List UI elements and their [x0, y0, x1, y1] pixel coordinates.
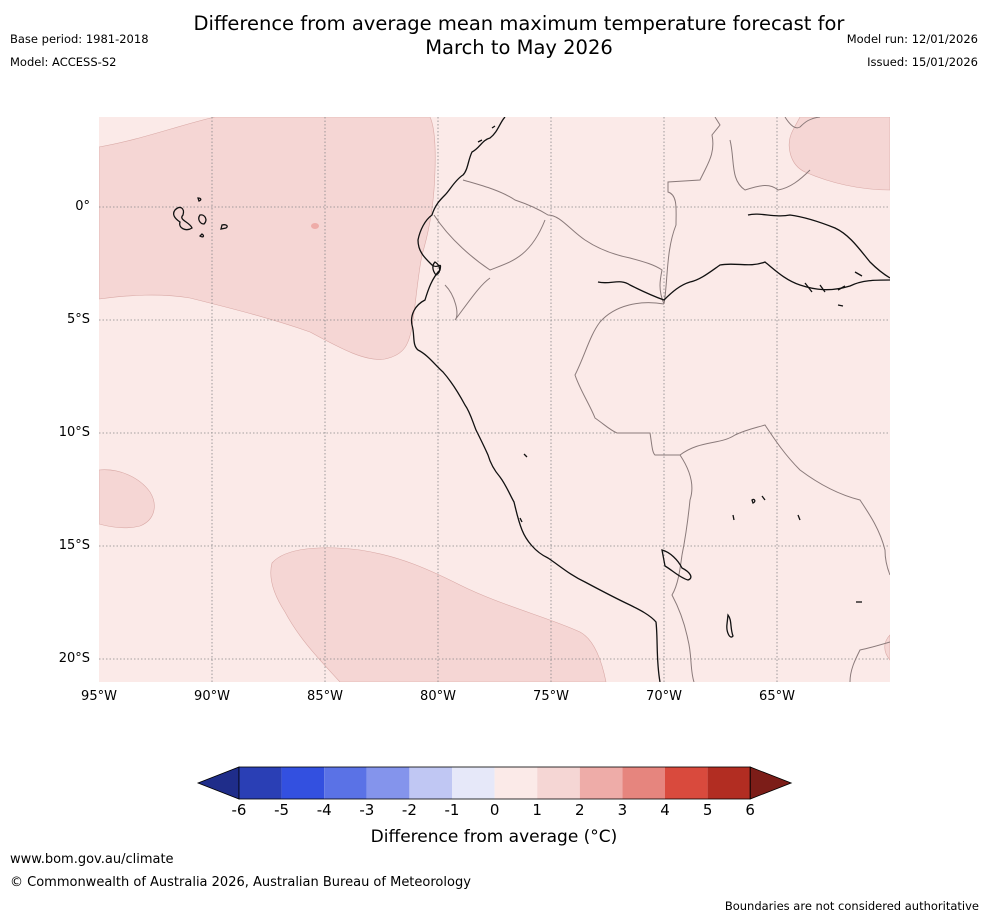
lon-label-95w: 95°W	[81, 689, 117, 704]
colorbar-bin	[665, 767, 708, 799]
anomaly-region-northeast	[789, 117, 890, 191]
lon-label-90w: 90°W	[194, 689, 230, 704]
colorbar-bin	[707, 767, 751, 799]
coastlines	[173, 117, 890, 682]
colorbar-tick: -5	[274, 801, 290, 819]
title-line-2: March to May 2026	[425, 36, 613, 59]
anomaly-region-west	[99, 469, 155, 529]
colorbar-tick: -3	[359, 801, 375, 819]
colorbar-bin	[452, 767, 495, 799]
title-line-1: Difference from average mean maximum tem…	[193, 12, 845, 35]
anomaly-region-southeast-edge	[884, 634, 890, 661]
colorbar-tick: 0	[489, 801, 500, 819]
colorbar-tick: -1	[444, 801, 460, 819]
colorbar-tick: 4	[660, 801, 670, 819]
colorbar-bin	[366, 767, 410, 799]
chart-title: Difference from average mean maximum tem…	[0, 12, 988, 60]
colorbar	[196, 766, 793, 800]
lat-label-0: 0°	[75, 199, 90, 214]
footer-note: Boundaries are not considered authoritat…	[724, 899, 979, 913]
gridlines	[99, 117, 890, 682]
lon-label-85w: 85°W	[307, 689, 343, 704]
lon-label-70w: 70°W	[646, 689, 682, 704]
lat-label-20s: 20°S	[58, 651, 90, 666]
footer-copyright: © Commonwealth of Australia 2026, Austra…	[10, 875, 471, 890]
colorbar-bin	[239, 767, 282, 799]
footer-url[interactable]: www.bom.gov.au/climate	[10, 852, 174, 867]
anomaly-region-equatorial	[99, 117, 436, 360]
lat-label-10s: 10°S	[58, 425, 90, 440]
lon-label-65w: 65°W	[759, 689, 795, 704]
colorbar-bin	[579, 767, 623, 799]
colorbar-extend-high	[749, 766, 793, 800]
meta-right: Model run: 12/01/2026 Issued: 15/01/2026	[847, 32, 978, 78]
colorbar-tick: -2	[401, 801, 417, 819]
lon-label-75w: 75°W	[533, 689, 569, 704]
colorbar-extend-low	[196, 766, 240, 800]
colorbar-bin	[409, 767, 452, 799]
colorbar-bin	[537, 767, 580, 799]
colorbar-bin	[494, 767, 538, 799]
lon-label-80w: 80°W	[420, 689, 456, 704]
model-name: Model: ACCESS-S2	[10, 55, 117, 69]
colorbar-tick: 6	[745, 801, 755, 819]
colorbar-bin	[622, 767, 665, 799]
meta-left: Base period: 1981-2018 Model: ACCESS-S2	[10, 32, 149, 78]
anomaly-spot	[311, 223, 319, 229]
colorbar-tick: 3	[617, 801, 628, 819]
lat-label-15s: 15°S	[58, 538, 90, 553]
colorbar-bin	[324, 767, 367, 799]
country-borders	[433, 117, 890, 682]
model-run: Model run: 12/01/2026	[846, 32, 978, 46]
colorbar-tick: -6	[231, 801, 247, 819]
colorbar-tick: 1	[532, 801, 542, 819]
lat-label-5s: 5°S	[66, 312, 90, 327]
colorbar-tick: -4	[316, 801, 332, 819]
colorbar-bin	[281, 767, 325, 799]
colorbar-tick: 2	[575, 801, 585, 819]
colorbar-title: Difference from average (°C)	[370, 827, 618, 847]
base-period: Base period: 1981-2018	[10, 32, 149, 46]
colorbar-tick: 5	[702, 801, 713, 819]
issued-date: Issued: 15/01/2026	[867, 55, 978, 69]
